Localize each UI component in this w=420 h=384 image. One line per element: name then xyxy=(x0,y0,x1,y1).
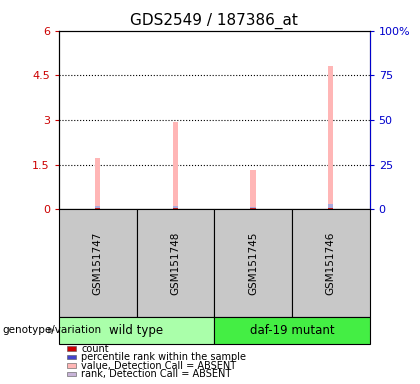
Bar xyxy=(250,208,256,209)
Text: GSM151746: GSM151746 xyxy=(326,231,336,295)
Text: percentile rank within the sample: percentile rank within the sample xyxy=(81,352,247,362)
Text: genotype/variation: genotype/variation xyxy=(2,325,101,335)
Title: GDS2549 / 187386_at: GDS2549 / 187386_at xyxy=(130,13,298,29)
Bar xyxy=(250,170,256,209)
Text: daf-19 mutant: daf-19 mutant xyxy=(249,324,334,337)
Bar xyxy=(173,206,178,209)
Text: rank, Detection Call = ABSENT: rank, Detection Call = ABSENT xyxy=(81,369,232,379)
Bar xyxy=(173,208,178,209)
Text: count: count xyxy=(81,344,109,354)
Bar xyxy=(95,206,100,209)
Bar xyxy=(95,158,100,209)
Bar xyxy=(328,66,333,209)
Bar xyxy=(328,204,333,209)
Bar xyxy=(328,208,333,209)
Text: value, Detection Call = ABSENT: value, Detection Call = ABSENT xyxy=(81,361,236,371)
Text: wild type: wild type xyxy=(110,324,163,337)
Text: GSM151748: GSM151748 xyxy=(171,231,180,295)
Bar xyxy=(95,208,100,209)
Bar xyxy=(173,122,178,209)
Bar xyxy=(250,207,256,209)
Text: GSM151745: GSM151745 xyxy=(248,231,258,295)
Text: GSM151747: GSM151747 xyxy=(93,231,102,295)
